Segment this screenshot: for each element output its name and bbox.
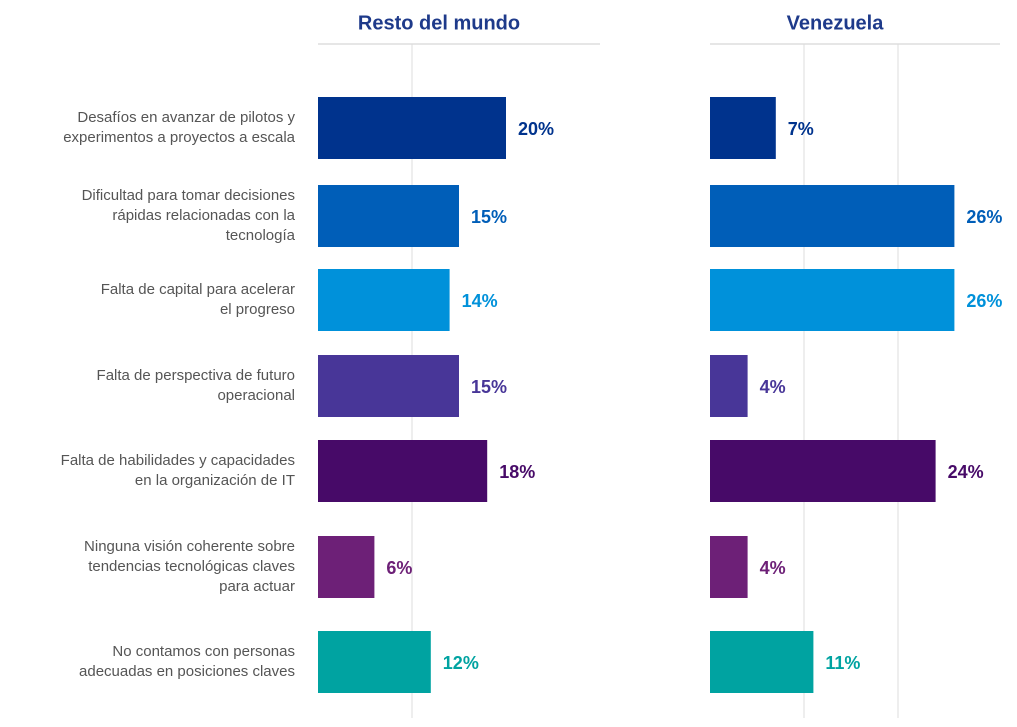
bar — [318, 355, 459, 417]
bar — [710, 269, 955, 331]
bar — [318, 97, 506, 159]
category-label: Falta de habilidades y capacidades en la… — [60, 452, 295, 489]
category-label: Dificultad para tomar decisiones rápidas… — [81, 187, 295, 244]
value-label: 15% — [471, 377, 507, 397]
value-label: 12% — [443, 653, 479, 673]
value-label: 14% — [462, 291, 498, 311]
value-label: 7% — [788, 119, 814, 139]
value-label: 6% — [386, 558, 412, 578]
bar — [318, 185, 459, 247]
bar — [318, 269, 450, 331]
value-label: 11% — [825, 653, 860, 673]
value-label: 24% — [948, 462, 984, 482]
value-label: 26% — [966, 207, 1002, 227]
category-label: Falta de perspectiva de futuro operacion… — [96, 367, 295, 404]
value-label: 4% — [760, 377, 786, 397]
bar — [318, 631, 431, 693]
bar — [318, 536, 375, 598]
panel-title: Resto del mundo — [358, 12, 520, 34]
value-label: 20% — [518, 119, 554, 139]
value-label: 26% — [966, 291, 1002, 311]
bar — [710, 440, 936, 502]
value-label: 18% — [499, 462, 535, 482]
bar — [710, 97, 776, 159]
bar — [710, 185, 955, 247]
category-label: Falta de capital para acelerar el progre… — [100, 281, 295, 318]
bar — [710, 631, 814, 693]
value-label: 15% — [471, 207, 507, 227]
panel-title: Venezuela — [787, 12, 885, 34]
bar — [710, 355, 748, 417]
bar — [710, 536, 748, 598]
value-label: 4% — [760, 558, 786, 578]
category-label: Desafíos en avanzar de pilotos y experim… — [63, 109, 295, 146]
bar — [318, 440, 488, 502]
category-label: No contamos con personas adecuadas en po… — [79, 643, 295, 680]
category-label: Ninguna visión coherente sobre tendencia… — [84, 538, 295, 595]
